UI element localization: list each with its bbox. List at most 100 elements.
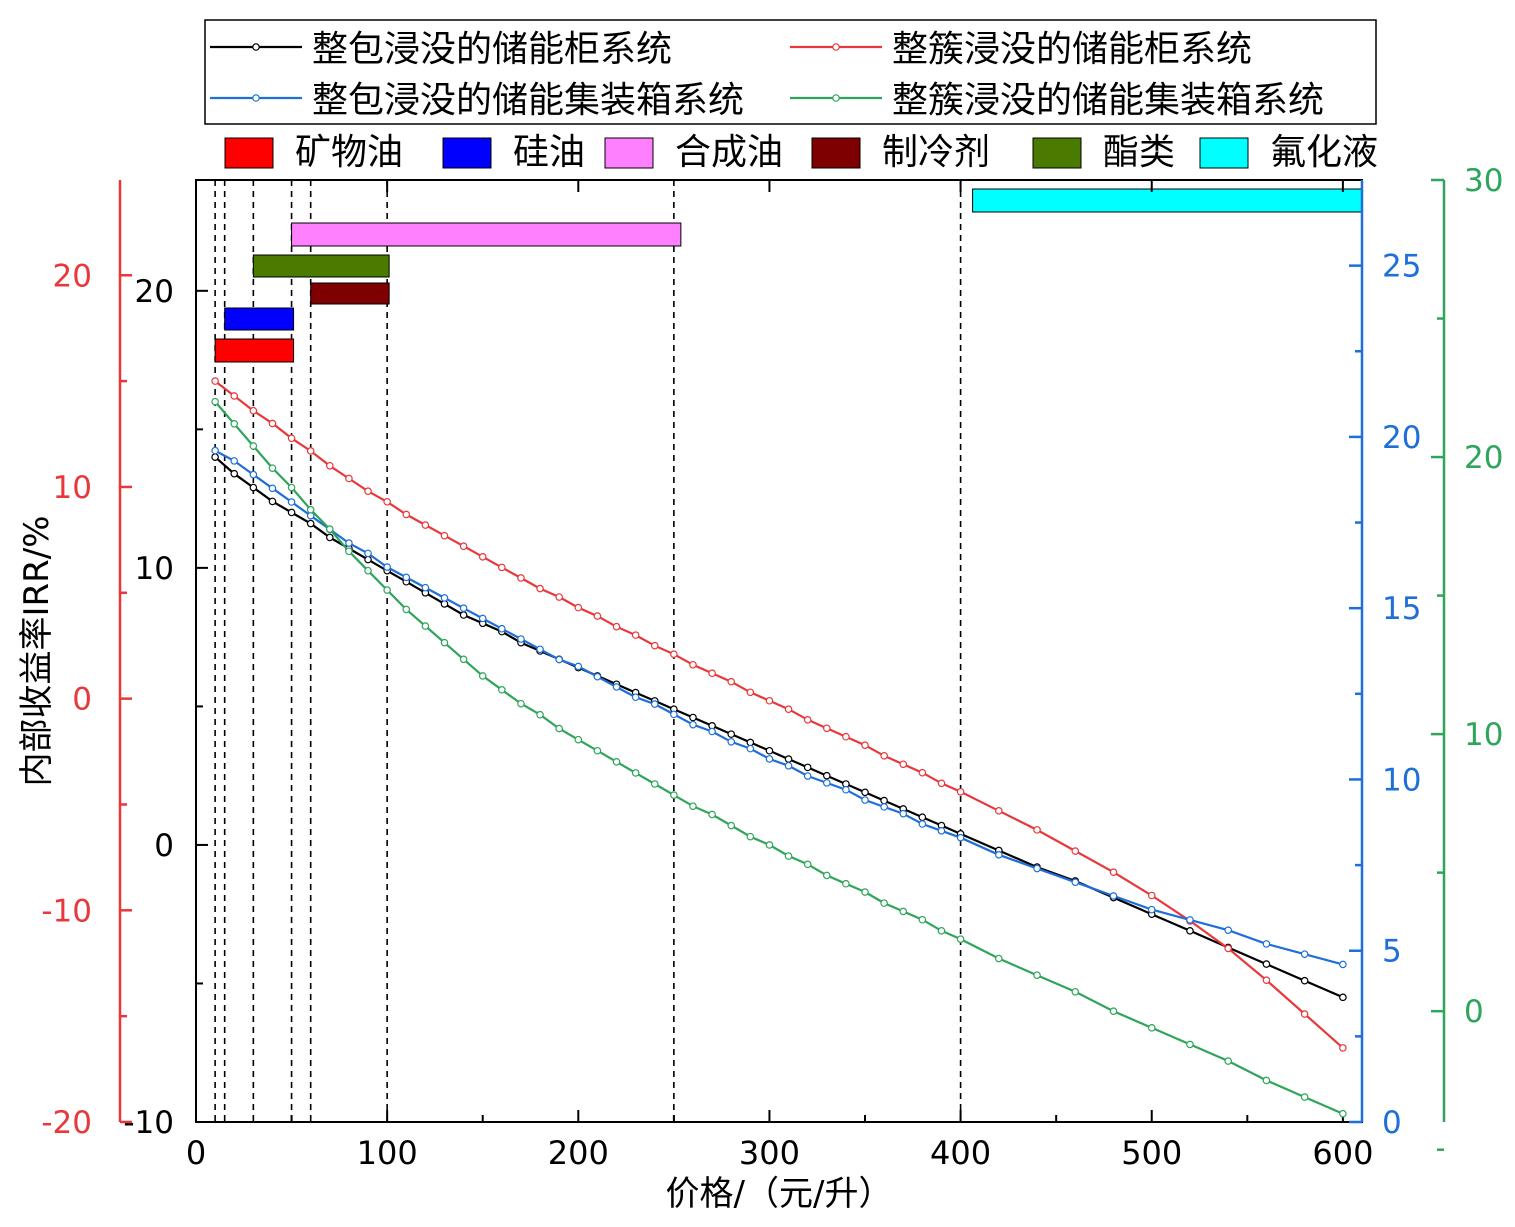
series-point-green <box>574 735 583 744</box>
series-point-red <box>211 377 219 385</box>
series-point-black <box>746 738 755 747</box>
series-point-green <box>536 710 544 719</box>
series-point-black <box>861 788 869 797</box>
series-line-red <box>214 380 1344 1049</box>
series-point-green <box>555 724 563 733</box>
series-point-blue <box>555 655 563 664</box>
series-point-blue <box>478 614 487 623</box>
series-point-red <box>1300 1010 1309 1018</box>
series-point-black <box>287 508 296 517</box>
black-y-tick-label: 20 <box>135 274 174 310</box>
red-y-tick-label: 0 <box>72 682 92 718</box>
material-legend-label: 酯类 <box>1103 132 1175 173</box>
series-point-red <box>784 705 793 714</box>
x-axis-label: 价格/（元/升） <box>666 1174 893 1214</box>
series-point-green <box>861 888 869 896</box>
series-point-red <box>670 650 678 658</box>
series-point-blue <box>727 737 736 746</box>
series-point-green <box>364 566 372 575</box>
series-point-red <box>1071 847 1080 855</box>
series-point-red <box>402 510 411 519</box>
material-legend-label: 硅油 <box>513 132 585 173</box>
material-legend-swatch <box>604 137 654 169</box>
legend-swatch-marker <box>252 43 260 51</box>
series-point-green <box>822 871 831 880</box>
series-point-green <box>1300 1093 1309 1101</box>
series-point-red <box>459 542 468 551</box>
x-tick-label: 300 <box>739 1134 800 1172</box>
series-point-blue <box>708 727 716 736</box>
series-point-red <box>268 419 277 428</box>
blue-y-tick-label: 5 <box>1382 934 1402 970</box>
blue-y-tick-label: 25 <box>1382 249 1421 285</box>
series-point-red <box>1262 976 1271 984</box>
series-point-blue <box>995 851 1003 859</box>
series-point-red <box>1109 868 1118 877</box>
series-point-green <box>1033 971 1041 979</box>
series-point-red <box>306 447 315 455</box>
blue-y-tick-label: 0 <box>1382 1105 1402 1141</box>
series-point-red <box>612 622 621 631</box>
series-point-red <box>517 574 525 582</box>
series-point-blue <box>1224 926 1232 934</box>
series-point-green <box>1339 1109 1347 1118</box>
series-point-blue <box>631 693 640 702</box>
series-point-black <box>459 611 468 619</box>
series-point-black <box>326 533 334 542</box>
series-point-black <box>803 763 812 772</box>
series-point-blue <box>459 604 468 612</box>
series-point-green <box>689 802 697 810</box>
series-point-blue <box>765 755 774 763</box>
blue-y-tick-label: 20 <box>1382 420 1421 456</box>
series-point-blue <box>1071 878 1080 887</box>
series-point-green <box>1109 1007 1118 1015</box>
series-point-blue <box>650 700 659 708</box>
series-point-red <box>995 807 1003 815</box>
series-point-red <box>746 688 755 697</box>
series-point-green <box>727 821 736 830</box>
series-point-blue <box>1262 940 1271 948</box>
series-point-green <box>1186 1040 1194 1049</box>
series-point-red <box>1033 826 1041 834</box>
series-point-red <box>364 487 372 495</box>
series-point-blue <box>861 796 869 804</box>
series-point-green <box>498 685 506 694</box>
series-point-green <box>287 483 296 492</box>
red-y-tick-label: -20 <box>41 1105 92 1141</box>
x-tick-label: 100 <box>357 1134 418 1172</box>
price-range-bar <box>291 222 682 247</box>
series-point-blue <box>287 498 296 506</box>
series-point-blue <box>746 744 755 753</box>
series-point-blue <box>670 710 678 719</box>
series-point-blue <box>1147 905 1156 914</box>
blue-y-tick-label: 15 <box>1382 591 1421 627</box>
series-point-green <box>306 505 315 514</box>
price-range-bar <box>972 188 1363 213</box>
series-point-red <box>880 751 888 760</box>
series-point-green <box>708 810 716 819</box>
series-point-green <box>383 586 391 594</box>
green-y-tick-label: 30 <box>1464 163 1503 199</box>
series-point-red <box>345 474 353 483</box>
material-legend-swatch <box>442 137 492 169</box>
series-point-green <box>459 655 468 664</box>
series-point-red <box>326 461 334 470</box>
series-point-blue <box>899 809 908 818</box>
series-point-blue <box>956 833 965 842</box>
series-point-red <box>899 760 908 769</box>
series-point-blue <box>593 672 602 681</box>
series-point-blue <box>822 779 831 787</box>
red-y-tick-label: 20 <box>53 258 92 294</box>
green-y-tick-label: 20 <box>1464 440 1503 476</box>
plot-frame <box>195 179 1363 1123</box>
x-tick-label: 400 <box>930 1134 991 1172</box>
series-point-green <box>268 464 277 472</box>
series-point-black <box>784 755 793 763</box>
series-point-blue <box>937 827 946 835</box>
series-point-red <box>421 521 430 529</box>
legend-swatch-marker <box>832 94 840 102</box>
series-point-red <box>861 741 869 750</box>
series-point-red <box>383 497 391 506</box>
series-point-red <box>689 660 697 669</box>
